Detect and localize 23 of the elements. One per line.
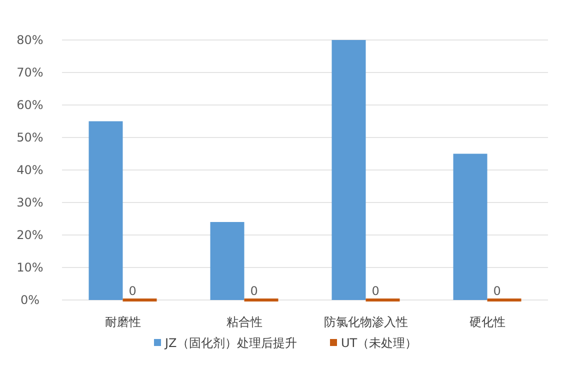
bar — [88, 121, 123, 300]
y-tick-label: 10% — [16, 260, 44, 274]
data-label: 0 — [493, 284, 501, 298]
x-tick-label: 粘合性 — [226, 315, 262, 329]
y-tick-label: 50% — [16, 130, 44, 144]
bar — [210, 222, 244, 300]
data-label: 0 — [250, 284, 258, 298]
x-tick-label: 防氯化物渗入性 — [324, 315, 408, 329]
x-tick-label: 硬化性 — [469, 315, 506, 329]
legend-label: JZ（固化剂）处理后提升 — [164, 336, 297, 350]
y-tick-label: 70% — [16, 66, 44, 80]
y-tick-label: 80% — [16, 33, 44, 47]
bar — [332, 40, 366, 300]
y-tick-label: 60% — [16, 98, 44, 112]
y-tick-label: 20% — [16, 228, 44, 242]
x-tick-label: 耐磨性 — [104, 315, 141, 329]
y-tick-label: 30% — [16, 196, 44, 210]
y-tick-label: 0% — [20, 293, 40, 307]
data-label: 0 — [372, 284, 380, 298]
bar — [453, 154, 488, 300]
y-tick-label: 40% — [16, 163, 44, 177]
legend-label: UT（未处理） — [341, 336, 418, 350]
data-label: 0 — [128, 284, 136, 298]
